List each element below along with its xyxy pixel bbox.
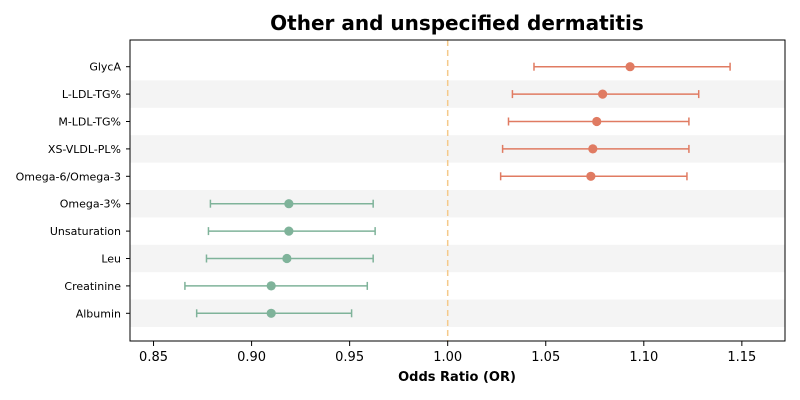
y-tick-label: Albumin xyxy=(76,307,121,320)
chart-title: Other and unspecified dermatitis xyxy=(270,11,644,35)
forest-row xyxy=(511,89,700,99)
or-point xyxy=(266,308,276,318)
forest-row xyxy=(209,199,374,209)
or-point xyxy=(284,199,294,209)
chart-axes: GlycA L-LDL-TG% M-LDL-TG% XS-VLDL-PL% Omega-… xyxy=(16,39,786,365)
forest-row xyxy=(533,62,731,72)
x-tick-label: 0.90 xyxy=(237,350,266,365)
y-tick-label: Leu xyxy=(101,253,121,266)
y-tick-label: L-LDL-TG% xyxy=(62,88,121,101)
or-point xyxy=(592,116,602,127)
x-tick-label: 1.00 xyxy=(433,350,462,365)
y-tick-label: Omega-3% xyxy=(60,198,121,211)
or-point xyxy=(598,89,608,99)
or-point xyxy=(625,62,635,72)
y-tick-label: XS-VLDL-PL% xyxy=(48,143,121,156)
y-tick-label: GlycA xyxy=(89,61,121,74)
or-point xyxy=(282,253,292,264)
y-tick-label: Unsaturation xyxy=(50,225,121,238)
forest-row xyxy=(507,116,690,127)
forest-row xyxy=(501,144,690,154)
plot-frame xyxy=(129,39,786,342)
x-axis-label: Odds Ratio (OR) xyxy=(398,370,516,385)
y-tick-label: Creatinine xyxy=(64,280,121,293)
or-point xyxy=(284,226,294,236)
forest-row xyxy=(205,253,374,264)
or-point xyxy=(588,144,598,154)
x-tick-label: 0.95 xyxy=(335,350,364,365)
x-tick-label: 1.15 xyxy=(727,350,756,365)
y-tick-label: Omega-6/Omega-3 xyxy=(16,170,121,183)
x-tick-label: 1.05 xyxy=(531,350,560,365)
or-point xyxy=(586,171,596,181)
x-tick-label: 1.10 xyxy=(629,350,658,365)
forest-row xyxy=(195,308,353,318)
chart-marks xyxy=(184,62,731,318)
forest-row xyxy=(207,226,376,236)
y-tick-label: M-LDL-TG% xyxy=(58,116,121,129)
forest-row xyxy=(499,171,688,181)
x-tick-label: 0.85 xyxy=(139,350,168,365)
or-point xyxy=(266,281,276,291)
forest-row xyxy=(184,281,369,291)
